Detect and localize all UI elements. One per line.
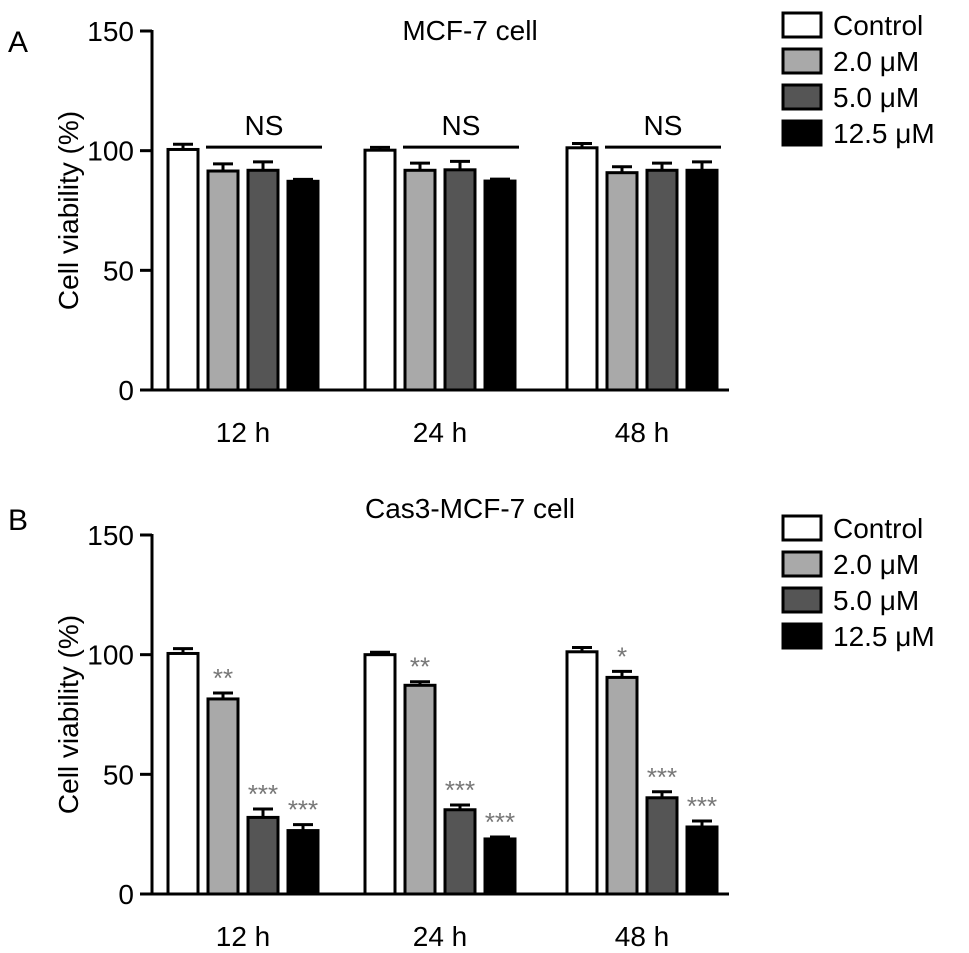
- bar-2-0-m: [206, 697, 240, 896]
- significance-label: ***: [647, 762, 677, 792]
- y-tick-label: 50: [103, 255, 134, 286]
- y-axis-label: Cell viability (%): [53, 615, 84, 814]
- bar-12-5-m: [685, 825, 719, 896]
- bar-12-5-m: [483, 837, 517, 896]
- legend-swatch: [781, 514, 823, 542]
- bar-control: [166, 651, 200, 896]
- bar-5-0-m: [246, 168, 280, 392]
- bar-5-0-m: [645, 796, 679, 896]
- bar-12-5-m: [286, 179, 320, 392]
- bar-control: [565, 650, 599, 896]
- significance-label: ***: [248, 779, 278, 809]
- chart-title: MCF-7 cell: [402, 15, 537, 46]
- legend-label: 2.0 μM: [833, 549, 919, 580]
- x-tick-label: 12 h: [216, 921, 271, 952]
- legend-swatch: [781, 622, 823, 650]
- ns-label: NS: [442, 110, 481, 141]
- significance-label: ***: [445, 775, 475, 805]
- bar-2-0-m: [605, 171, 639, 392]
- y-tick-label: 100: [87, 136, 134, 167]
- legend-label: Control: [833, 513, 923, 544]
- bar-5-0-m: [645, 168, 679, 392]
- y-tick-label: 0: [118, 375, 134, 406]
- legend-label: Control: [833, 10, 923, 41]
- legend-swatch: [781, 586, 823, 614]
- significance-label: **: [410, 652, 430, 682]
- bar-2-0-m: [206, 169, 240, 392]
- legend-label: 2.0 μM: [833, 46, 919, 77]
- legend-swatch: [781, 83, 823, 111]
- x-tick-label: 24 h: [413, 417, 468, 448]
- bar-5-0-m: [246, 815, 280, 896]
- x-tick-label: 48 h: [615, 417, 670, 448]
- y-tick-label: 50: [103, 759, 134, 790]
- legend-swatch: [781, 11, 823, 39]
- bar-control: [565, 146, 599, 392]
- significance-label: ***: [485, 807, 515, 837]
- bar-control: [363, 653, 397, 896]
- panel-label: B: [8, 504, 28, 537]
- x-tick-label: 24 h: [413, 921, 468, 952]
- bar-5-0-m: [443, 808, 477, 896]
- bar-12-5-m: [685, 168, 719, 392]
- bar-12-5-m: [483, 179, 517, 392]
- significance-label: ***: [288, 795, 318, 825]
- legend-swatch: [781, 550, 823, 578]
- bar-2-0-m: [403, 168, 437, 392]
- bar-5-0-m: [443, 168, 477, 392]
- bar-2-0-m: [605, 675, 639, 896]
- bar-2-0-m: [403, 683, 437, 896]
- ns-label: NS: [245, 110, 284, 141]
- legend-swatch: [781, 119, 823, 147]
- legend-label: 5.0 μM: [833, 82, 919, 113]
- significance-label: **: [213, 663, 233, 693]
- legend-swatch: [781, 47, 823, 75]
- y-tick-label: 150: [87, 16, 134, 47]
- legend-label: 5.0 μM: [833, 585, 919, 616]
- bar-12-5-m: [286, 829, 320, 896]
- legend-label: 12.5 μM: [833, 621, 935, 652]
- y-tick-label: 100: [87, 640, 134, 671]
- bar-control: [363, 148, 397, 392]
- significance-label: *: [617, 641, 627, 671]
- panel-label: A: [8, 26, 28, 59]
- legend-label: 12.5 μM: [833, 118, 935, 149]
- y-tick-label: 0: [118, 879, 134, 910]
- chart-title: Cas3-MCF-7 cell: [365, 493, 575, 524]
- y-axis-label: Cell viability (%): [53, 111, 84, 310]
- bar-control: [166, 147, 200, 392]
- significance-label: ***: [687, 791, 717, 821]
- x-tick-label: 12 h: [216, 417, 271, 448]
- y-tick-label: 150: [87, 520, 134, 551]
- x-tick-label: 48 h: [615, 921, 670, 952]
- ns-label: NS: [644, 110, 683, 141]
